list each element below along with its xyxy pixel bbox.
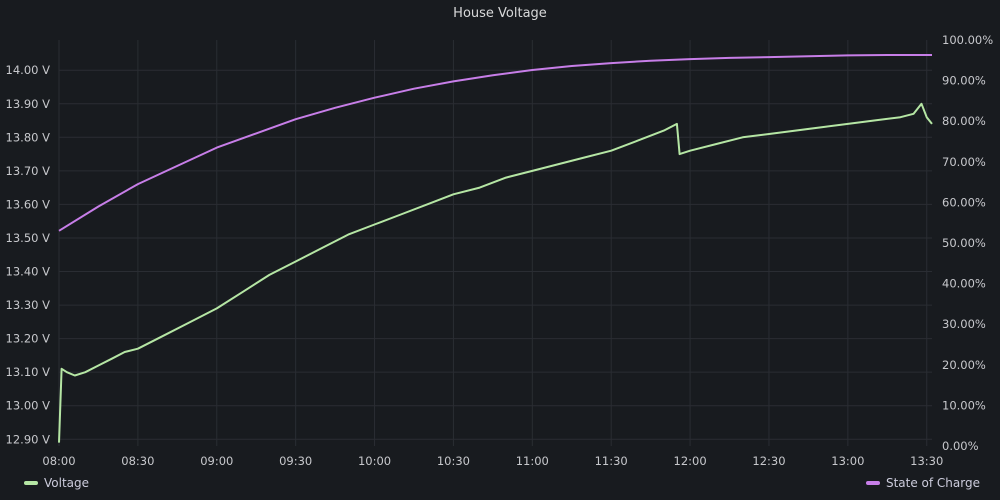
series-line-voltage [58,102,933,443]
y-right-tick-label: 70.00% [942,155,986,169]
x-tick-label: 11:00 [516,454,549,468]
x-tick-label: 08:30 [121,454,154,468]
y-right-tick-label: 40.00% [942,277,986,291]
y-right-tick-label: 80.00% [942,114,986,128]
y-left-tick-label: 13.90 V [6,97,51,111]
x-tick-label: 09:00 [200,454,233,468]
y-right-tick-label: 20.00% [942,358,986,372]
x-tick-label: 12:30 [752,454,785,468]
y-left-tick-label: 13.50 V [6,231,51,245]
y-left-tick-label: 14.00 V [6,63,51,77]
legend-swatch-state-of-charge [865,481,880,485]
y-right-tick-label: 90.00% [942,74,986,88]
x-tick-label: 10:30 [437,454,470,468]
x-tick-label: 13:00 [831,454,864,468]
x-tick-label: 13:30 [910,454,943,468]
legend-item-voltage[interactable]: Voltage [24,476,89,490]
series-line-state-of-charge [58,54,932,232]
y-left-tick-label: 13.40 V [6,265,51,279]
chart-title: House Voltage [453,6,547,21]
y-left-tick-label: 13.70 V [6,164,51,178]
legend-label-state-of-charge: State of Charge [885,476,980,490]
x-tick-label: 11:30 [595,454,628,468]
legend-item-state-of-charge[interactable]: State of Charge [865,476,980,490]
legend-label-voltage: Voltage [44,476,90,490]
x-tick-label: 10:00 [358,454,391,468]
y-right-tick-label: 30.00% [942,317,986,331]
y-right-tick-label: 50.00% [942,236,986,250]
y-left-tick-label: 13.80 V [6,130,51,144]
x-tick-label: 08:00 [42,454,75,468]
y-right-tick-label: 0.00% [942,439,979,453]
y-left-tick-label: 13.60 V [6,197,51,211]
y-left-tick-label: 13.30 V [6,298,51,312]
x-tick-label: 12:00 [674,454,707,468]
legend-swatch-voltage [24,481,38,485]
y-right-tick-label: 100.00% [942,33,993,47]
y-left-tick-label: 13.10 V [6,365,51,379]
y-right-tick-label: 10.00% [942,398,986,412]
x-tick-label: 09:30 [279,454,312,468]
y-right-tick-label: 60.00% [942,195,986,209]
y-left-tick-label: 13.20 V [6,332,51,346]
y-left-tick-label: 13.00 V [6,399,51,413]
y-left-tick-label: 12.90 V [6,432,51,446]
